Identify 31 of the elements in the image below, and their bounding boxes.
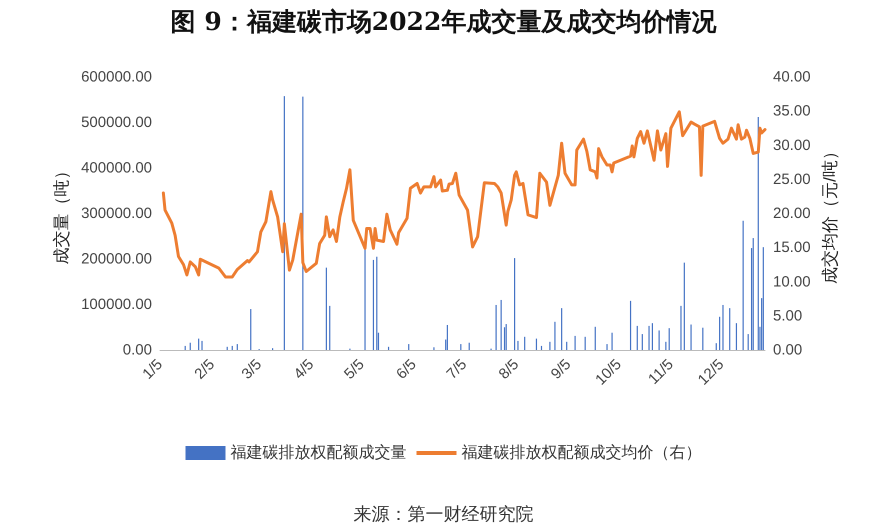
y2-tick-label: 15.00 xyxy=(773,239,811,256)
x-tick-label: 7/5 xyxy=(443,356,470,383)
legend-label: 福建碳排放权配额成交均价（右） xyxy=(462,444,702,462)
x-tick-label: 1/5 xyxy=(139,356,166,383)
y2-tick-label: 25.00 xyxy=(773,170,811,188)
x-tick-label: 6/5 xyxy=(393,356,420,383)
y2-tick-label: 5.00 xyxy=(773,307,802,324)
legend-label: 福建碳排放权配额成交量 xyxy=(230,444,406,462)
y-tick-label: 0.00 xyxy=(122,342,152,358)
y-tick-label: 300000.00 xyxy=(81,205,152,222)
y2-axis-title: 成交均价（元/吨） xyxy=(820,143,840,284)
y2-tick-label: 10.00 xyxy=(773,273,811,290)
x-tick-label: 2/5 xyxy=(191,356,218,383)
y-tick-label: 100000.00 xyxy=(81,296,152,313)
x-tick-label: 3/5 xyxy=(238,356,266,383)
y-tick-label: 200000.00 xyxy=(81,250,152,268)
y-tick-label: 500000.00 xyxy=(81,114,152,131)
y2-tick-label: 0.00 xyxy=(773,342,802,358)
x-tick-label: 9/5 xyxy=(548,356,574,383)
y-tick-label: 600000.00 xyxy=(81,68,152,86)
y2-tick-label: 20.00 xyxy=(773,205,811,222)
x-tick-label: 8/5 xyxy=(496,356,522,383)
y2-tick-label: 35.00 xyxy=(773,102,811,120)
x-tick-label: 4/5 xyxy=(290,356,318,383)
x-tick-label: 5/5 xyxy=(340,356,368,383)
y2-tick-label: 40.00 xyxy=(773,68,811,86)
chart-title: 图 9：福建碳市场2022年成交量及成交均价情况 xyxy=(170,7,718,36)
y-axis-title: 成交量（吨） xyxy=(52,162,72,264)
source-note: 来源：第一财经研究院 xyxy=(354,504,534,524)
y2-tick-label: 30.00 xyxy=(773,136,811,154)
y-tick-label: 400000.00 xyxy=(81,160,152,176)
